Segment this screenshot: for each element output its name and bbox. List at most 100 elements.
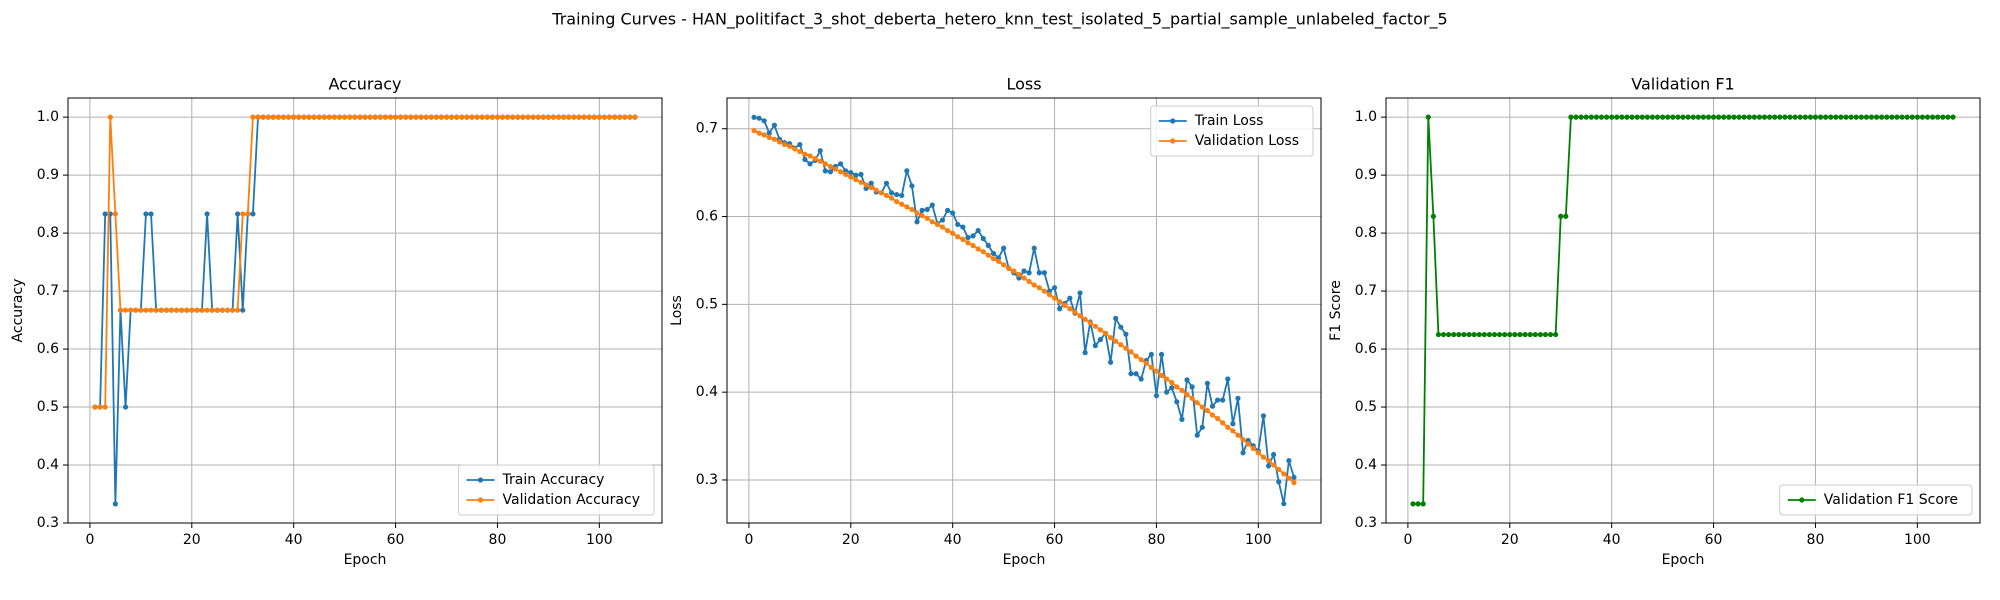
data-point xyxy=(1537,331,1543,338)
data-point xyxy=(1675,114,1681,120)
data-point xyxy=(1113,315,1119,322)
data-point xyxy=(1848,114,1854,120)
data-point xyxy=(1950,114,1956,120)
data-point xyxy=(1051,285,1058,291)
data-point xyxy=(245,211,251,217)
data-point xyxy=(1884,114,1890,120)
data-point xyxy=(1169,385,1175,391)
data-point xyxy=(838,161,844,167)
data-point xyxy=(291,114,297,120)
data-point xyxy=(1430,213,1436,219)
x-tick-label: 100 xyxy=(1245,532,1272,548)
legend-marker xyxy=(1170,118,1176,124)
data-point xyxy=(1036,270,1042,276)
legend-marker xyxy=(477,497,484,503)
data-point xyxy=(382,114,388,120)
data-point xyxy=(756,130,762,136)
data-point xyxy=(1853,114,1859,120)
data-point xyxy=(1286,475,1292,481)
x-tick-label: 40 xyxy=(944,532,962,548)
data-point xyxy=(1588,114,1594,120)
data-point xyxy=(1456,331,1462,338)
data-point xyxy=(581,114,587,120)
data-point xyxy=(980,235,986,242)
data-point xyxy=(1286,458,1292,464)
data-point xyxy=(909,183,915,189)
data-point xyxy=(1879,114,1885,120)
data-point xyxy=(1863,114,1869,120)
data-point xyxy=(285,114,292,120)
y-tick-label: 0.9 xyxy=(1355,167,1377,183)
data-point xyxy=(756,115,762,121)
data-point xyxy=(1873,114,1880,120)
data-point xyxy=(1451,331,1457,338)
data-point xyxy=(530,114,536,120)
data-point xyxy=(240,211,246,217)
data-point xyxy=(899,192,905,199)
data-point xyxy=(924,206,930,213)
data-point xyxy=(960,224,966,230)
data-point xyxy=(848,170,854,176)
data-point xyxy=(122,307,129,313)
data-point xyxy=(751,114,757,120)
data-point xyxy=(1446,331,1452,338)
x-tick-label: 20 xyxy=(183,532,201,548)
data-point xyxy=(596,114,602,120)
data-point xyxy=(1209,412,1216,418)
data-point xyxy=(1940,114,1946,120)
data-point xyxy=(1716,114,1722,120)
data-point xyxy=(138,307,144,313)
data-point xyxy=(1271,462,1277,468)
data-point xyxy=(1199,404,1205,410)
data-point xyxy=(944,227,951,234)
data-point xyxy=(1001,262,1007,268)
data-point xyxy=(1108,335,1114,341)
data-point xyxy=(1220,397,1226,403)
data-point xyxy=(960,236,966,242)
data-point xyxy=(148,307,154,313)
data-point xyxy=(459,114,465,120)
data-point xyxy=(802,156,808,163)
data-point xyxy=(873,187,879,193)
data-point xyxy=(1410,501,1416,507)
data-point xyxy=(812,155,818,162)
data-point xyxy=(1158,351,1165,358)
data-point xyxy=(1512,331,1518,338)
data-point xyxy=(1194,432,1200,438)
data-point xyxy=(443,114,450,120)
data-point xyxy=(306,114,312,120)
data-point xyxy=(909,206,915,213)
x-tick-label: 40 xyxy=(285,532,303,548)
data-point xyxy=(1174,399,1180,405)
data-point xyxy=(1097,327,1104,333)
data-point xyxy=(1153,368,1160,374)
data-point xyxy=(807,153,813,159)
data-point xyxy=(1634,114,1640,120)
data-point xyxy=(464,114,470,120)
data-point xyxy=(1092,323,1098,329)
data-point xyxy=(766,134,772,141)
data-point xyxy=(955,221,961,228)
data-point xyxy=(1184,392,1190,398)
x-tick-label: 80 xyxy=(1807,532,1825,548)
data-point xyxy=(944,207,951,213)
data-point xyxy=(1777,114,1783,120)
y-tick-label: 0.8 xyxy=(1355,225,1377,241)
data-point xyxy=(1563,213,1569,219)
data-point xyxy=(1476,331,1482,338)
data-point xyxy=(980,249,986,255)
axes-title: Accuracy xyxy=(328,75,401,94)
data-point xyxy=(1026,270,1032,276)
data-point xyxy=(479,114,485,120)
data-point xyxy=(326,114,332,120)
data-point xyxy=(489,114,495,120)
x-tick-label: 40 xyxy=(1603,532,1621,548)
data-point xyxy=(510,114,516,120)
data-point xyxy=(1128,349,1134,355)
y-tick-label: 0.6 xyxy=(37,341,59,357)
data-point xyxy=(878,190,884,196)
data-point xyxy=(781,141,788,148)
data-point xyxy=(904,204,910,210)
x-axis-label: Epoch xyxy=(1662,552,1705,568)
